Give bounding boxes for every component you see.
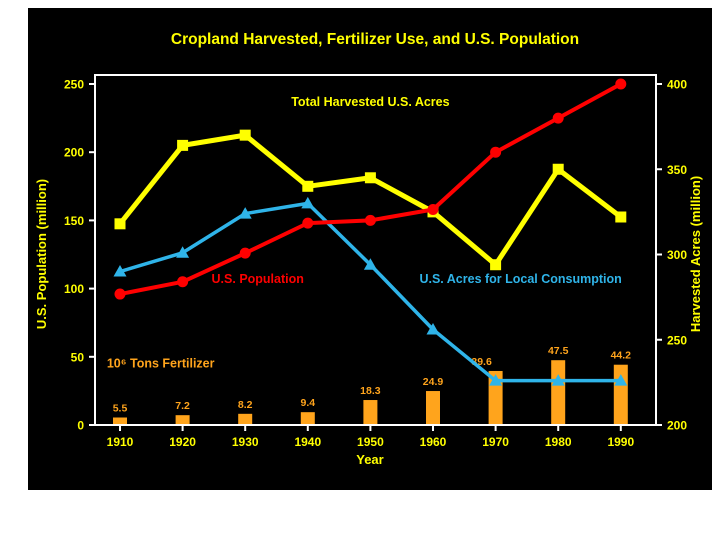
tick-label: 1980 [545,435,572,449]
tick-label: 1940 [294,435,321,449]
tick-label: 200 [667,419,687,433]
marker-triangle [301,196,315,209]
bar [113,417,127,425]
bar-value-label: 47.5 [548,345,569,357]
bar-value-label: 18.3 [360,385,381,397]
marker-square [177,139,189,151]
marker-circle [427,203,439,215]
left-axis: 0 50 100 150 200 250 [64,78,95,433]
chart-title: Cropland Harvested, Fertilizer Use, and … [171,31,579,48]
series-label: U.S. Acres for Local Consumption [419,272,621,286]
marker-circle [239,247,251,259]
marker-triangle [551,374,565,386]
marker-triangle [113,265,127,277]
tick-label: 400 [667,78,687,92]
tick-label: 1950 [357,435,384,449]
tick-label: 1970 [482,435,509,449]
bar [551,360,566,425]
tick-label: 200 [64,146,84,160]
series-label: 10⁶ Tons Fertilizer [107,357,215,371]
tick-label: 150 [64,214,84,228]
marker-square [490,259,502,271]
plot-frame [94,74,657,426]
left-axis-title: U.S. Population (million) [34,179,49,329]
tick-label: 1910 [107,435,134,449]
marker-circle [114,288,126,300]
bar-value-label: 5.5 [113,402,128,414]
marker-triangle [176,246,190,258]
bar-value-label: 8.2 [238,399,253,411]
bar [300,412,315,425]
marker-square [302,180,314,192]
tick-label: 300 [667,248,687,262]
x-axis: 1910 1920 1930 1940 1950 1960 1970 1980 1990 [107,425,634,449]
tick-label: 1920 [169,435,196,449]
marker-circle [364,214,376,226]
marker-circle [177,276,189,288]
tick-label: 1930 [232,435,259,449]
marker-square [364,172,376,184]
marker-triangle [363,258,377,270]
marker-square [239,129,251,141]
bar [426,391,440,425]
right-axis-title: Harvested Acres (million) [688,176,703,332]
bar-value-label: 24.9 [423,376,444,388]
marker-circle [615,78,627,90]
series-u-s-population [114,78,627,300]
tick-label: 1960 [420,435,447,449]
bar-value-label: 44.2 [611,350,632,362]
marker-circle [552,112,564,124]
marker-circle [490,146,502,158]
series-u-s-acres-for-local-consumption [113,196,628,386]
tick-label: 0 [77,419,84,433]
bar [363,400,378,425]
series-label: Total Harvested U.S. Acres [291,95,449,109]
tick-label: 350 [667,163,687,177]
chart-panel: Cropland Harvested, Fertilizer Use, and … [28,8,712,490]
tick-label: 250 [667,333,687,347]
right-axis: 200 250 300 350 400 [656,78,687,433]
marker-triangle [489,374,503,386]
bar-value-label: 9.4 [300,397,315,409]
marker-triangle [614,374,628,386]
chart: Cropland Harvested, Fertilizer Use, and … [34,31,703,467]
marker-triangle [426,323,440,335]
series-label: U.S. Population [212,272,304,286]
tick-label: 250 [64,78,84,92]
tick-label: 100 [64,282,84,296]
bar [175,415,190,425]
bar [238,413,253,425]
marker-square [615,211,627,223]
marker-square [114,218,126,230]
series-line [119,201,621,383]
bar-value-label: 7.2 [175,400,190,412]
annotations: Total Harvested U.S. Acres U.S. Populatio… [107,95,622,371]
plot-area: 5.5 7.2 8.2 9.418.324.939.647.5 44.205010015… [64,74,687,449]
x-axis-title: Year [356,452,383,467]
tick-label: 50 [71,350,85,364]
marker-triangle [238,207,252,219]
tick-label: 1990 [607,435,634,449]
marker-square [552,163,564,175]
bar [613,364,628,425]
marker-circle [302,217,314,229]
